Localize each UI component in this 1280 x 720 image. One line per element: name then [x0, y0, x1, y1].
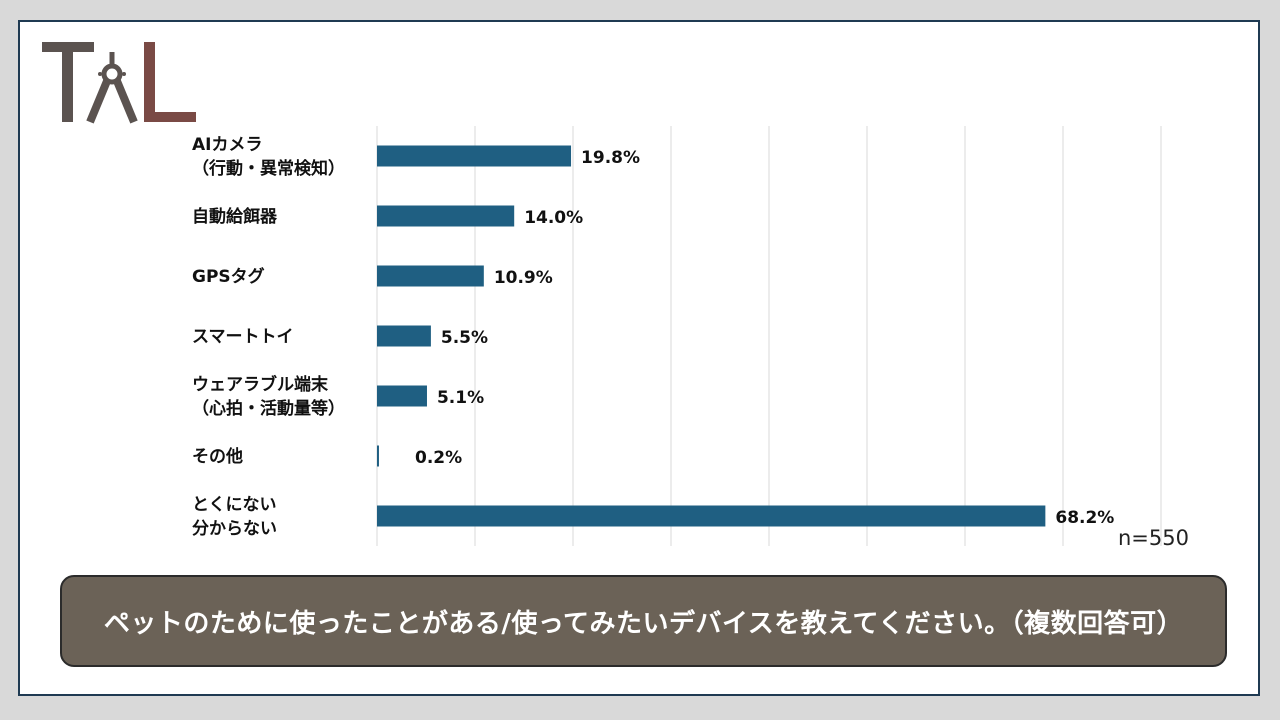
- data-label: 10.9%: [494, 268, 553, 288]
- data-label: 0.2%: [415, 448, 462, 468]
- category-label: スマートトイ: [192, 327, 294, 347]
- bar: [377, 145, 572, 167]
- question-text: ペットのために使ったことがある/使ってみたいデバイスを教えてください。（複数回答…: [103, 608, 1184, 639]
- category-label: （心拍・活動量等）: [192, 398, 345, 419]
- bar: [377, 445, 379, 467]
- category-label: その他: [192, 446, 243, 467]
- category-label: ウェアラブル端末: [192, 374, 329, 395]
- data-label: 5.5%: [441, 328, 488, 348]
- question-caption: ペットのために使ったことがある/使ってみたいデバイスを教えてください。（複数回答…: [60, 575, 1227, 667]
- category-label: （行動・異常検知）: [192, 158, 345, 179]
- data-label: 19.8%: [581, 148, 640, 168]
- data-label: 14.0%: [524, 208, 583, 228]
- data-label: 5.1%: [437, 388, 484, 408]
- bar: [377, 505, 1046, 527]
- data-label: 68.2%: [1055, 508, 1114, 528]
- category-label: 自動給餌器: [192, 206, 278, 227]
- bar: [377, 265, 484, 287]
- bar: [377, 205, 515, 227]
- category-label: AIカメラ: [192, 135, 262, 155]
- bar-chart: 19.8% AIカメラ （行動・異常検知） 14.0% 自動給餌器 10.9% GPSタグ 5…: [192, 126, 1162, 546]
- sample-size-note: n=550: [1118, 526, 1189, 550]
- category-label: 分からない: [192, 519, 277, 539]
- slide: 19.8% AIカメラ （行動・異常検知） 14.0% 自動給餌器 10.9% GPSタグ 5…: [18, 20, 1260, 696]
- category-label: とくにない: [192, 495, 277, 515]
- tal-logo: [42, 42, 196, 124]
- category-label: GPSタグ: [192, 266, 265, 287]
- bar: [377, 385, 427, 407]
- bar: [377, 325, 431, 347]
